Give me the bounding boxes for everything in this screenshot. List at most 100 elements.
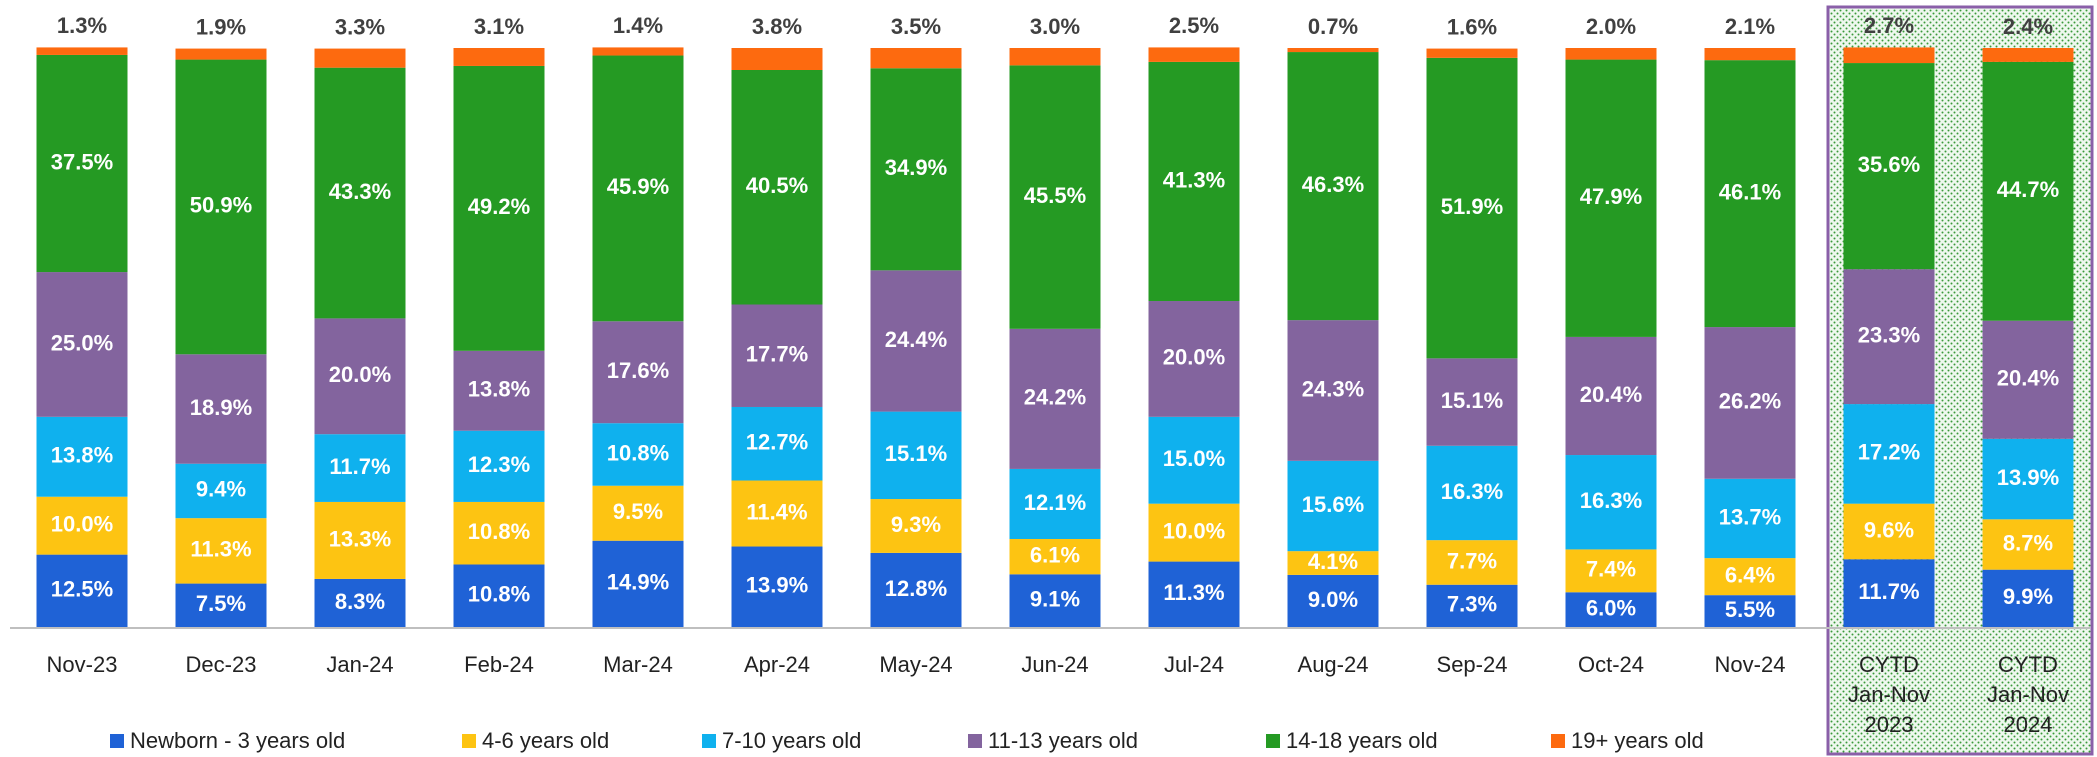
bar-segment <box>1565 549 1657 593</box>
bar-segment <box>1843 404 1935 504</box>
bar-segment <box>1009 328 1101 469</box>
value-label: 45.5% <box>1024 183 1086 208</box>
bar-segment <box>314 501 406 579</box>
value-label: 9.9% <box>2003 584 2053 609</box>
bar-segment <box>1843 47 1935 64</box>
top-label: 3.1% <box>474 14 524 39</box>
x-tick-label: CYTD Jan-Nov 2023 <box>1848 652 1930 737</box>
bar-segment <box>1009 574 1101 627</box>
bar-segment <box>1982 61 2074 321</box>
value-label: 12.7% <box>746 430 808 455</box>
bar-segment <box>1982 320 2074 439</box>
bar-segment <box>870 499 962 553</box>
value-label: 18.9% <box>190 395 252 420</box>
bar-segment <box>1982 48 2074 62</box>
bar-segment <box>314 318 406 435</box>
x-tick-label: Feb-24 <box>464 652 534 677</box>
value-label: 40.5% <box>746 173 808 198</box>
value-label: 7.3% <box>1447 592 1497 617</box>
value-label: 14.9% <box>607 570 669 595</box>
x-tick-label: Jul-24 <box>1164 652 1224 677</box>
bar-segment <box>592 55 684 322</box>
bar-segment <box>1982 438 2074 520</box>
bar-segment <box>1426 445 1518 541</box>
bar-segment <box>1009 538 1101 575</box>
legend-swatch <box>462 734 476 748</box>
value-label: 5.5% <box>1725 597 1775 622</box>
value-label: 17.6% <box>607 358 669 383</box>
bar-segment <box>36 496 128 555</box>
value-label: 41.3% <box>1163 167 1225 192</box>
bar-segment <box>314 434 406 502</box>
value-label: 23.3% <box>1858 322 1920 347</box>
legend-label: 7-10 years old <box>722 728 861 753</box>
bar-segment <box>1843 63 1935 270</box>
bar-segment <box>1704 595 1796 627</box>
x-tick-label: Nov-24 <box>1715 652 1786 677</box>
bar-segment <box>1426 358 1518 446</box>
bar-segment <box>1565 592 1657 627</box>
legend-swatch <box>968 734 982 748</box>
bar-segment <box>1009 468 1101 539</box>
bar-segment <box>1426 584 1518 627</box>
bar-segment <box>36 416 128 497</box>
top-label: 2.4% <box>2003 14 2053 39</box>
legend-label: 11-13 years old <box>988 728 1138 753</box>
bar-segment <box>1982 569 2074 627</box>
bar-segment <box>1426 48 1518 58</box>
bar-segment <box>1287 48 1379 53</box>
value-label: 6.0% <box>1586 595 1636 620</box>
value-label: 9.1% <box>1030 586 1080 611</box>
bar-segment <box>1148 47 1240 62</box>
top-label: 1.6% <box>1447 14 1497 39</box>
bar-segment <box>1287 460 1379 552</box>
value-label: 12.8% <box>885 576 947 601</box>
value-label: 11.3% <box>190 537 251 562</box>
top-label: 2.1% <box>1725 14 1775 39</box>
bar-segment <box>1704 60 1796 328</box>
bar-segment <box>1287 320 1379 461</box>
value-label: 12.3% <box>468 452 530 477</box>
bar-segment <box>1148 503 1240 562</box>
value-label: 9.3% <box>891 512 941 537</box>
bar-segment <box>1565 455 1657 550</box>
bar-segment <box>1148 561 1240 627</box>
value-label: 20.0% <box>1163 345 1225 370</box>
value-label: 45.9% <box>607 174 669 199</box>
value-label: 11.7% <box>329 454 390 479</box>
legend-swatch <box>110 734 124 748</box>
value-label: 11.7% <box>1858 579 1919 604</box>
bar-segment <box>1148 301 1240 417</box>
value-label: 10.8% <box>468 582 530 607</box>
value-label: 17.2% <box>1858 440 1920 465</box>
value-label: 10.8% <box>607 440 669 465</box>
top-label: 3.5% <box>891 14 941 39</box>
value-label: 13.3% <box>329 526 391 551</box>
bar-segment <box>175 354 267 464</box>
x-tick-label: May-24 <box>879 652 952 677</box>
x-tick-label: Mar-24 <box>603 652 673 677</box>
bar-segment <box>453 564 545 627</box>
bar-segment <box>1843 269 1935 405</box>
bar-segment <box>1009 65 1101 329</box>
bar-segment <box>1426 540 1518 585</box>
x-tick-label: Oct-24 <box>1578 652 1644 677</box>
x-tick-label: Dec-23 <box>186 652 257 677</box>
value-label: 7.5% <box>196 591 246 616</box>
bar-segment <box>175 583 267 627</box>
top-label: 3.3% <box>335 14 385 39</box>
bar-segment <box>1287 574 1379 627</box>
bar-segment <box>1704 327 1796 479</box>
value-label: 9.0% <box>1308 587 1358 612</box>
value-label: 13.9% <box>746 573 808 598</box>
value-label: 26.2% <box>1719 389 1781 414</box>
bar-segment <box>731 48 823 71</box>
top-label: 2.5% <box>1169 13 1219 38</box>
value-label: 13.8% <box>468 377 530 402</box>
value-label: 13.8% <box>51 443 113 468</box>
bar-segment <box>1426 57 1518 359</box>
top-label: 0.7% <box>1308 14 1358 39</box>
value-label: 9.6% <box>1864 517 1914 542</box>
bar-segment <box>1287 551 1379 575</box>
